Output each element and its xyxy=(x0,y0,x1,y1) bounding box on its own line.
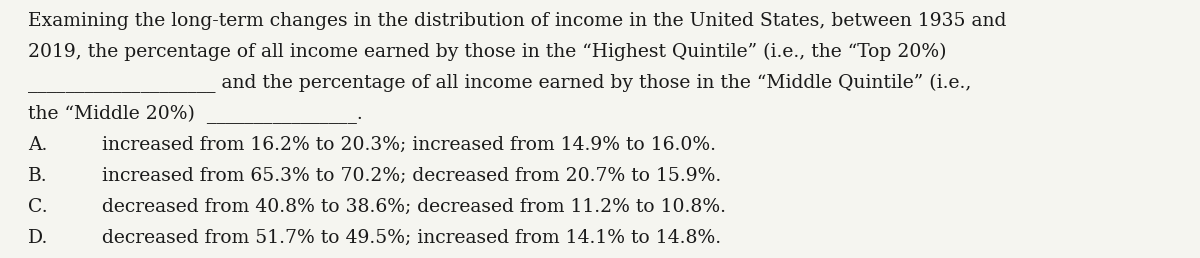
Text: Examining the long-term changes in the distribution of income in the United Stat: Examining the long-term changes in the d… xyxy=(29,12,1007,30)
Text: ____________________ and the percentage of all income earned by those in the “Mi: ____________________ and the percentage … xyxy=(29,74,972,93)
Text: decreased from 51.7% to 49.5%; increased from 14.1% to 14.8%.: decreased from 51.7% to 49.5%; increased… xyxy=(102,229,721,247)
Text: increased from 65.3% to 70.2%; decreased from 20.7% to 15.9%.: increased from 65.3% to 70.2%; decreased… xyxy=(102,167,721,185)
Text: the “Middle 20%)  ________________.: the “Middle 20%) ________________. xyxy=(29,105,362,124)
Text: 2019, the percentage of all income earned by those in the “Highest Quintile” (i.: 2019, the percentage of all income earne… xyxy=(29,43,947,61)
Text: D.: D. xyxy=(29,229,48,247)
Text: increased from 16.2% to 20.3%; increased from 14.9% to 16.0%.: increased from 16.2% to 20.3%; increased… xyxy=(102,136,715,154)
Text: B.: B. xyxy=(29,167,48,185)
Text: decreased from 40.8% to 38.6%; decreased from 11.2% to 10.8%.: decreased from 40.8% to 38.6%; decreased… xyxy=(102,198,726,216)
Text: C.: C. xyxy=(29,198,48,216)
Text: A.: A. xyxy=(29,136,48,154)
